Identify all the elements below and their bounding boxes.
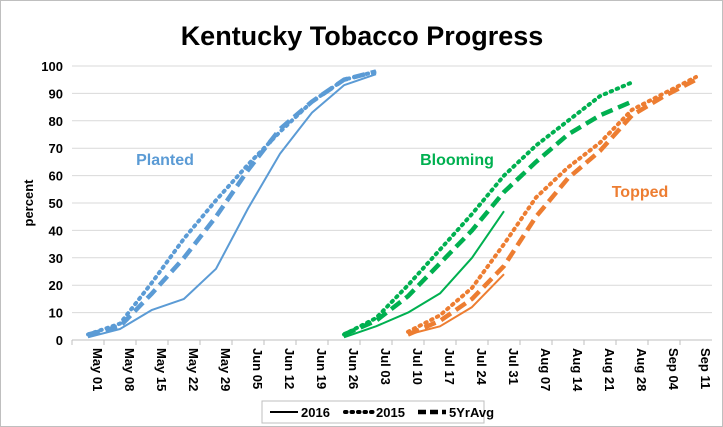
x-tick-label: May 29: [218, 348, 233, 391]
legend-label-2015: 2015: [376, 405, 405, 420]
blooming-2015-line: [342, 80, 634, 337]
y-tick-labels: 0 10 20 30 40 50 60 70 80 90 100: [41, 59, 63, 348]
legend-label-2016: 2016: [301, 405, 330, 420]
x-tick-label: Jul 31: [506, 348, 521, 385]
topped-2015-line: [406, 75, 698, 334]
axes: [71, 339, 712, 345]
x-tick-label: Aug 07: [538, 348, 553, 391]
y-tick-label: 60: [49, 169, 63, 184]
y-tick-label: 70: [49, 141, 63, 156]
y-tick-label: 100: [41, 59, 63, 74]
x-tick-label: Jun 26: [346, 348, 361, 389]
y-tick-label: 30: [49, 251, 63, 266]
group-label-topped: Topped: [612, 184, 669, 201]
group-label-planted: Planted: [136, 152, 194, 169]
blooming-5yravg-line: [343, 99, 633, 337]
x-tick-label: Aug 28: [634, 348, 649, 391]
topped-2016-line: [407, 273, 505, 336]
y-tick-label: 0: [56, 333, 63, 348]
x-tick-label: Jul 03: [378, 348, 393, 385]
blooming-2016-line: [343, 210, 505, 339]
x-tick-label: Jul 17: [442, 348, 457, 385]
y-tick-label: 90: [49, 86, 63, 101]
x-tick-labels: May 01 May 08 May 15 May 22 May 29 Jun 05 Jun …: [90, 348, 713, 392]
y-tick-label: 50: [49, 196, 63, 211]
x-tick-label: Jun 12: [282, 348, 297, 389]
planted-5yravg-line: [87, 69, 377, 337]
group-label-blooming: Blooming: [420, 152, 494, 169]
x-tick-label: May 08: [122, 348, 137, 391]
x-tick-label: May 15: [154, 348, 169, 391]
x-tick-label: Sep 04: [666, 348, 681, 391]
x-tick-label: Aug 21: [602, 348, 617, 391]
y-axis-label: percent: [21, 179, 36, 227]
y-tick-label: 20: [49, 278, 63, 293]
x-tick-label: Jun 19: [314, 348, 329, 389]
x-tick-label: Jul 24: [474, 348, 489, 386]
legend-label-5yravg: 5YrAvg: [449, 405, 494, 420]
y-tick-label: 10: [49, 306, 63, 321]
x-tick-label: Jun 05: [250, 348, 265, 389]
group-labels: Planted Blooming Topped: [136, 152, 668, 201]
x-tick-label: Aug 14: [570, 348, 585, 392]
x-tick-label: Sep 11: [698, 348, 713, 389]
x-tick-label: May 22: [186, 348, 201, 391]
y-tick-label: 80: [49, 114, 63, 129]
planted-2016-line: [87, 73, 377, 339]
series-lines: [86, 69, 698, 339]
topped-5yravg-line: [407, 77, 698, 337]
x-tick-label: May 01: [90, 348, 105, 391]
chart-title: Kentucky Tobacco Progress: [181, 21, 544, 51]
y-tick-label: 40: [49, 223, 63, 238]
x-tick-label: Jul 10: [410, 348, 425, 385]
legend: 2016 2015 5YrAvg: [261, 400, 494, 424]
